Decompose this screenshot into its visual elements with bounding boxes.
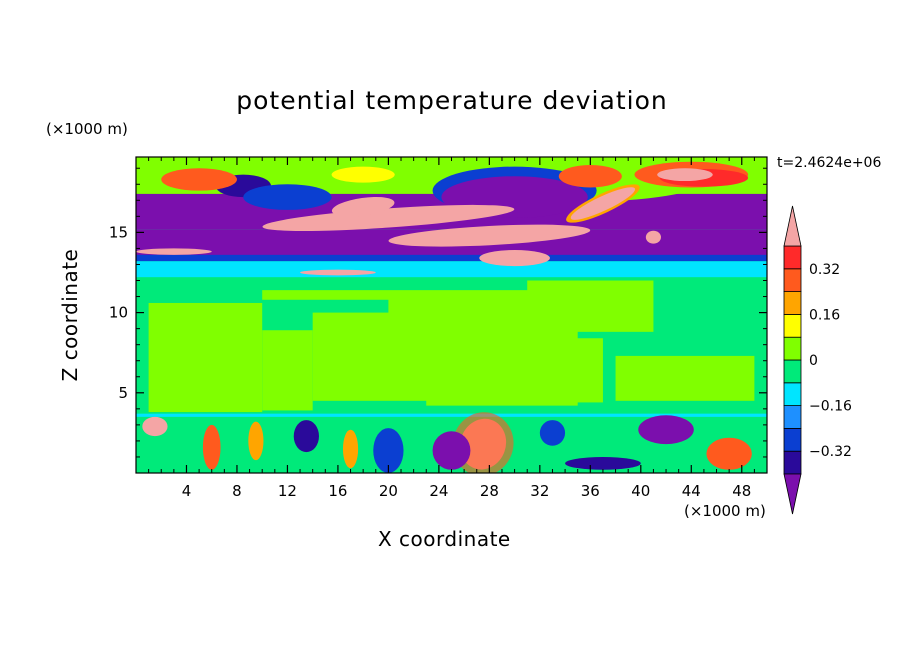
mid-patch-5 (615, 355, 755, 401)
colorbar-tick-label: 0.16 (809, 307, 840, 323)
warm-plume (570, 187, 636, 220)
colorbar-swatch (783, 450, 802, 475)
x-tick-label: 44 (682, 482, 701, 500)
lower-cold-4 (565, 456, 641, 470)
blue-cell-1 (243, 184, 332, 210)
mid-patch-7 (527, 280, 654, 332)
y-tick-label: 15 (109, 223, 128, 241)
x-tick-label: 16 (328, 482, 347, 500)
warm-streak-1 (136, 248, 212, 255)
colorbar-swatch (783, 245, 802, 270)
lower-cold-2 (432, 431, 471, 470)
mid-patch-4 (552, 338, 603, 403)
colorbar-swatch (783, 427, 802, 452)
lower-warm-6 (342, 429, 359, 469)
y-tick-label: 5 (118, 384, 128, 402)
band-blue-edge (136, 254, 767, 262)
lower-cold-3 (293, 420, 319, 453)
x-tick-label: 8 (232, 482, 242, 500)
colorbar-tick-label: 0.32 (809, 262, 840, 278)
y-axis-ticks: 5 10 15 (109, 167, 767, 458)
warm-spot-1 (645, 230, 661, 244)
lower-warm-5 (248, 421, 264, 461)
band-lower-edge (136, 413, 767, 419)
x-tick-label: 40 (631, 482, 650, 500)
colorbar-tick-label: −0.16 (809, 399, 852, 415)
time-label: t=2.4624e+06 (777, 155, 882, 171)
x-tick-label: 48 (732, 482, 751, 500)
mid-patch-8 (262, 290, 641, 300)
warm-sheet-3 (479, 250, 550, 267)
x-tick-label: 20 (379, 482, 398, 500)
colorbar-tick-label: 0 (809, 353, 818, 369)
x-axis-unit: (×1000 m) (684, 502, 766, 520)
colorbar-swatch (783, 313, 802, 338)
lower-warm-2 (142, 416, 168, 437)
colorbar-swatch (783, 268, 802, 292)
x-tick-label: 28 (480, 482, 499, 500)
y-tick-label: 10 (109, 304, 128, 322)
colorbar-tick-label: −0.32 (809, 444, 852, 460)
mid-patch-1 (262, 330, 313, 411)
colorbar-swatch (783, 405, 802, 429)
x-tick-label: 4 (182, 482, 192, 500)
x-tick-label: 24 (429, 482, 448, 500)
warm-cell-top-peak (657, 168, 713, 182)
warm-cell-4 (331, 166, 395, 183)
mid-patch-0 (148, 302, 263, 413)
lower-warm-3 (202, 424, 221, 470)
colorbar-over-arrow (783, 205, 802, 247)
warm-sheet-1 (262, 204, 515, 231)
x-tick-label: 32 (530, 482, 549, 500)
colorbar-swatch (783, 382, 802, 406)
colorbar-swatch (783, 336, 802, 361)
warm-streak-2 (300, 269, 376, 276)
colorbar-swatch (783, 291, 802, 315)
lower-warm-4 (706, 437, 752, 470)
warm-sheet-2 (388, 224, 591, 247)
y-axis-unit: (×1000 m) (46, 120, 128, 138)
colorbar-under-arrow (783, 473, 802, 515)
heatmap-field (136, 157, 767, 473)
x-tick-label: 12 (278, 482, 297, 500)
x-tick-label: 36 (581, 482, 600, 500)
x-axis-label: X coordinate (378, 527, 511, 551)
warm-sheet-4 (331, 196, 395, 217)
colorbar-swatch (783, 359, 802, 384)
x-axis-ticks: 4 8 12 16 20 24 28 32 36 40 44 48 (148, 157, 755, 500)
warm-cell-3 (161, 168, 237, 191)
lower-cold-5 (373, 428, 404, 473)
lower-cold-6 (539, 420, 566, 446)
band-green (136, 277, 767, 287)
band-cyan (136, 261, 767, 278)
colorbar: −0.32 −0.16 0 0.16 0.32 (783, 205, 852, 515)
chart-title: potential temperature deviation (236, 86, 668, 115)
lower-cold-1 (638, 415, 694, 445)
warm-cell-2 (558, 165, 622, 188)
